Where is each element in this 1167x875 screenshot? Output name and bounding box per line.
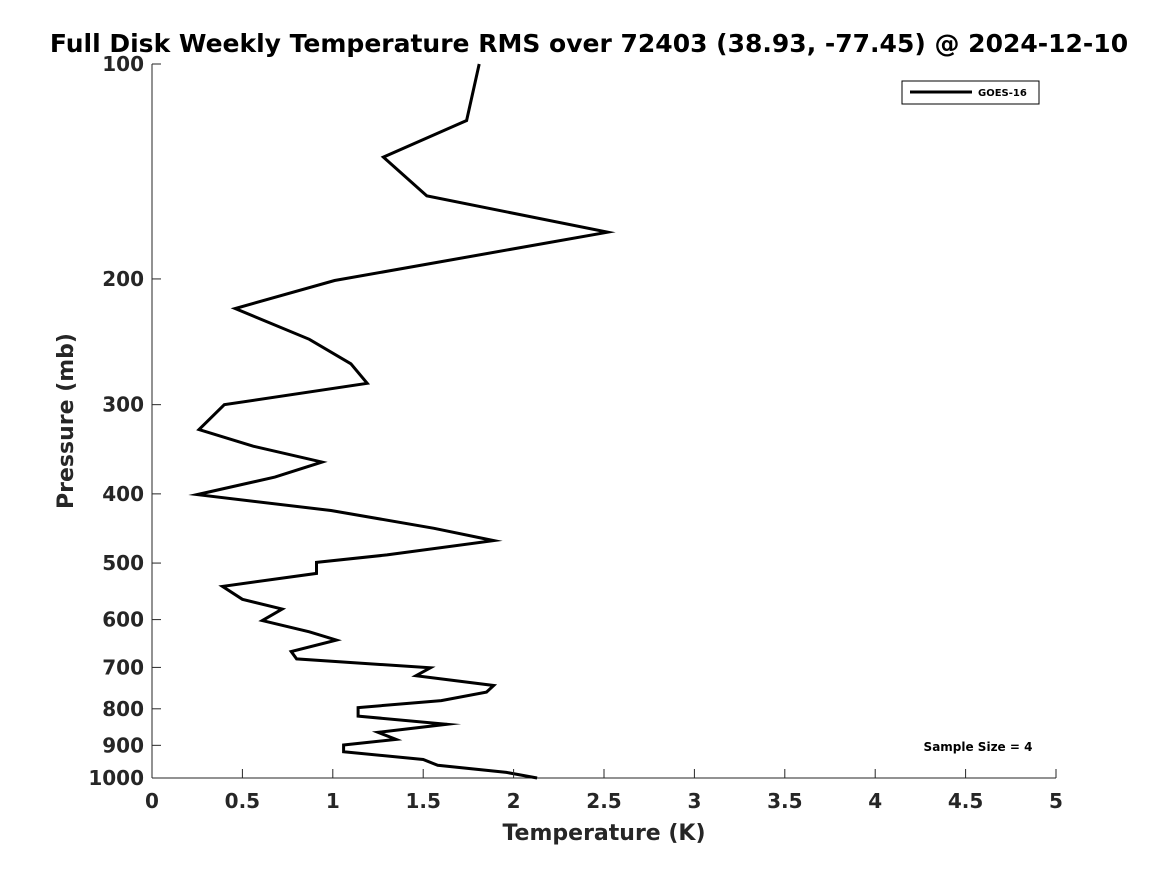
x-tick-label: 0.5 [225,789,260,813]
y-tick-label: 600 [102,608,144,632]
y-tick-label: 500 [102,551,144,575]
x-tick-label: 2 [507,789,521,813]
y-axis-label: Pressure (mb) [54,333,79,509]
legend: GOES-16 [901,80,1040,105]
series-line-goes-16 [188,63,616,780]
x-tick-label: 3.5 [767,789,802,813]
x-tick-label: 0 [145,789,159,813]
y-tick-label: 1000 [88,766,144,790]
x-tick-label: 3 [687,789,701,813]
y-tick-label: 900 [102,733,144,757]
plot-area [151,63,1056,780]
x-axis-label: Temperature (K) [502,821,705,846]
x-tick-label: 1 [326,789,340,813]
y-axis-ticks: 100 200 300 400 500 600 700 800 900 1000 [88,52,161,790]
sample-size-annotation: Sample Size = 4 [924,740,1033,754]
y-tick-label: 300 [102,393,144,417]
y-tick-label: 400 [102,482,144,506]
legend-label-goes-16: GOES-16 [978,88,1027,99]
y-tick-label: 100 [102,52,144,76]
x-axis-ticks: 0 0.5 1 1.5 2 2.5 3 3.5 4 4.5 5 [145,769,1063,813]
x-tick-label: 2.5 [586,789,621,813]
x-tick-label: 4.5 [948,789,983,813]
y-tick-label: 200 [102,267,144,291]
chart-title: Full Disk Weekly Temperature RMS over 72… [50,29,1128,58]
x-tick-label: 5 [1049,789,1063,813]
y-tick-label: 800 [102,697,144,721]
y-tick-label: 700 [102,655,144,679]
x-tick-label: 4 [868,789,882,813]
x-tick-label: 1.5 [405,789,440,813]
